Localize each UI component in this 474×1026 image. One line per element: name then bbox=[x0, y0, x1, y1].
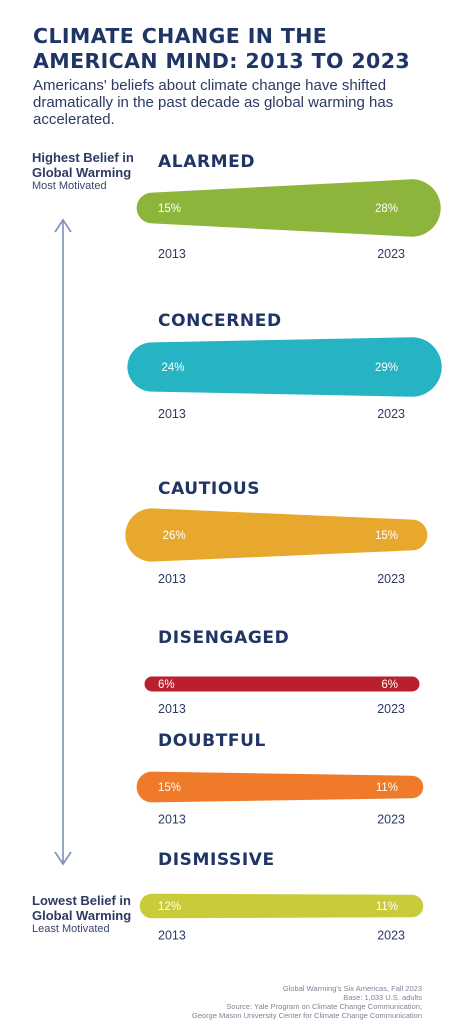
page-subtitle: Americans' beliefs about climate change … bbox=[33, 77, 394, 128]
year-label-2023: 2023 bbox=[377, 407, 405, 421]
segment-title: DISENGAGED bbox=[158, 628, 289, 648]
axis-top-label: Highest Belief in Global Warming Most Mo… bbox=[32, 150, 152, 193]
axis-bottom-label: Lowest Belief in Global Warming Least Mo… bbox=[32, 893, 152, 936]
value-label-2023: 11% bbox=[376, 782, 398, 794]
source-line: George Mason University Center for Clima… bbox=[191, 1011, 422, 1020]
arrow-down-icon bbox=[54, 851, 72, 866]
value-label-2013: 12% bbox=[158, 901, 181, 913]
axis-top-strong: Highest Belief in Global Warming bbox=[32, 150, 134, 180]
year-label-2013: 2013 bbox=[158, 407, 186, 421]
axis-bottom-strong: Lowest Belief in Global Warming bbox=[32, 893, 132, 923]
value-label-2013: 26% bbox=[163, 530, 186, 542]
year-label-2013: 2013 bbox=[158, 572, 186, 586]
year-label-2023: 2023 bbox=[377, 929, 405, 943]
segment-title: ALARMED bbox=[158, 152, 255, 172]
segment-bar bbox=[144, 676, 420, 692]
arrow-up-icon bbox=[54, 218, 72, 233]
source-line: Source: Yale Program on Climate Change C… bbox=[226, 1002, 422, 1011]
segment-title: DISMISSIVE bbox=[158, 850, 275, 870]
value-label-2023: 11% bbox=[376, 901, 398, 913]
segment-bar bbox=[125, 508, 428, 562]
year-label-2023: 2023 bbox=[377, 813, 405, 827]
segment-bar bbox=[127, 337, 442, 397]
value-label-2023: 6% bbox=[381, 679, 398, 691]
value-label-2013: 24% bbox=[162, 362, 185, 374]
value-label-2013: 6% bbox=[158, 679, 175, 691]
value-label-2013: 15% bbox=[158, 782, 181, 794]
page-title: CLIMATE CHANGE IN THE AMERICAN MIND: 201… bbox=[33, 24, 411, 73]
segment-title: CONCERNED bbox=[158, 311, 282, 331]
segment-bar bbox=[136, 771, 424, 803]
segment-bar bbox=[139, 893, 424, 919]
year-label-2013: 2013 bbox=[158, 247, 186, 261]
source-line: Base: 1,033 U.S. adults bbox=[343, 993, 422, 1002]
source-note: Global Warming's Six Americas, Fall 2023… bbox=[102, 984, 422, 1020]
value-label-2023: 28% bbox=[375, 203, 398, 215]
year-label-2013: 2013 bbox=[158, 813, 186, 827]
axis-bottom-light: Least Motivated bbox=[32, 923, 110, 935]
value-label-2023: 29% bbox=[375, 362, 398, 374]
segment-bar bbox=[136, 179, 441, 237]
value-label-2013: 15% bbox=[158, 203, 181, 215]
value-label-2023: 15% bbox=[375, 530, 398, 542]
year-label-2013: 2013 bbox=[158, 929, 186, 943]
year-label-2023: 2023 bbox=[377, 572, 405, 586]
source-line: Global Warming's Six Americas, Fall 2023 bbox=[282, 984, 422, 993]
year-label-2023: 2023 bbox=[377, 702, 405, 716]
segment-title: DOUBTFUL bbox=[158, 731, 266, 751]
axis-top-light: Most Motivated bbox=[32, 180, 107, 192]
year-label-2013: 2013 bbox=[158, 702, 186, 716]
segment-title: CAUTIOUS bbox=[158, 479, 260, 499]
year-label-2023: 2023 bbox=[377, 247, 405, 261]
